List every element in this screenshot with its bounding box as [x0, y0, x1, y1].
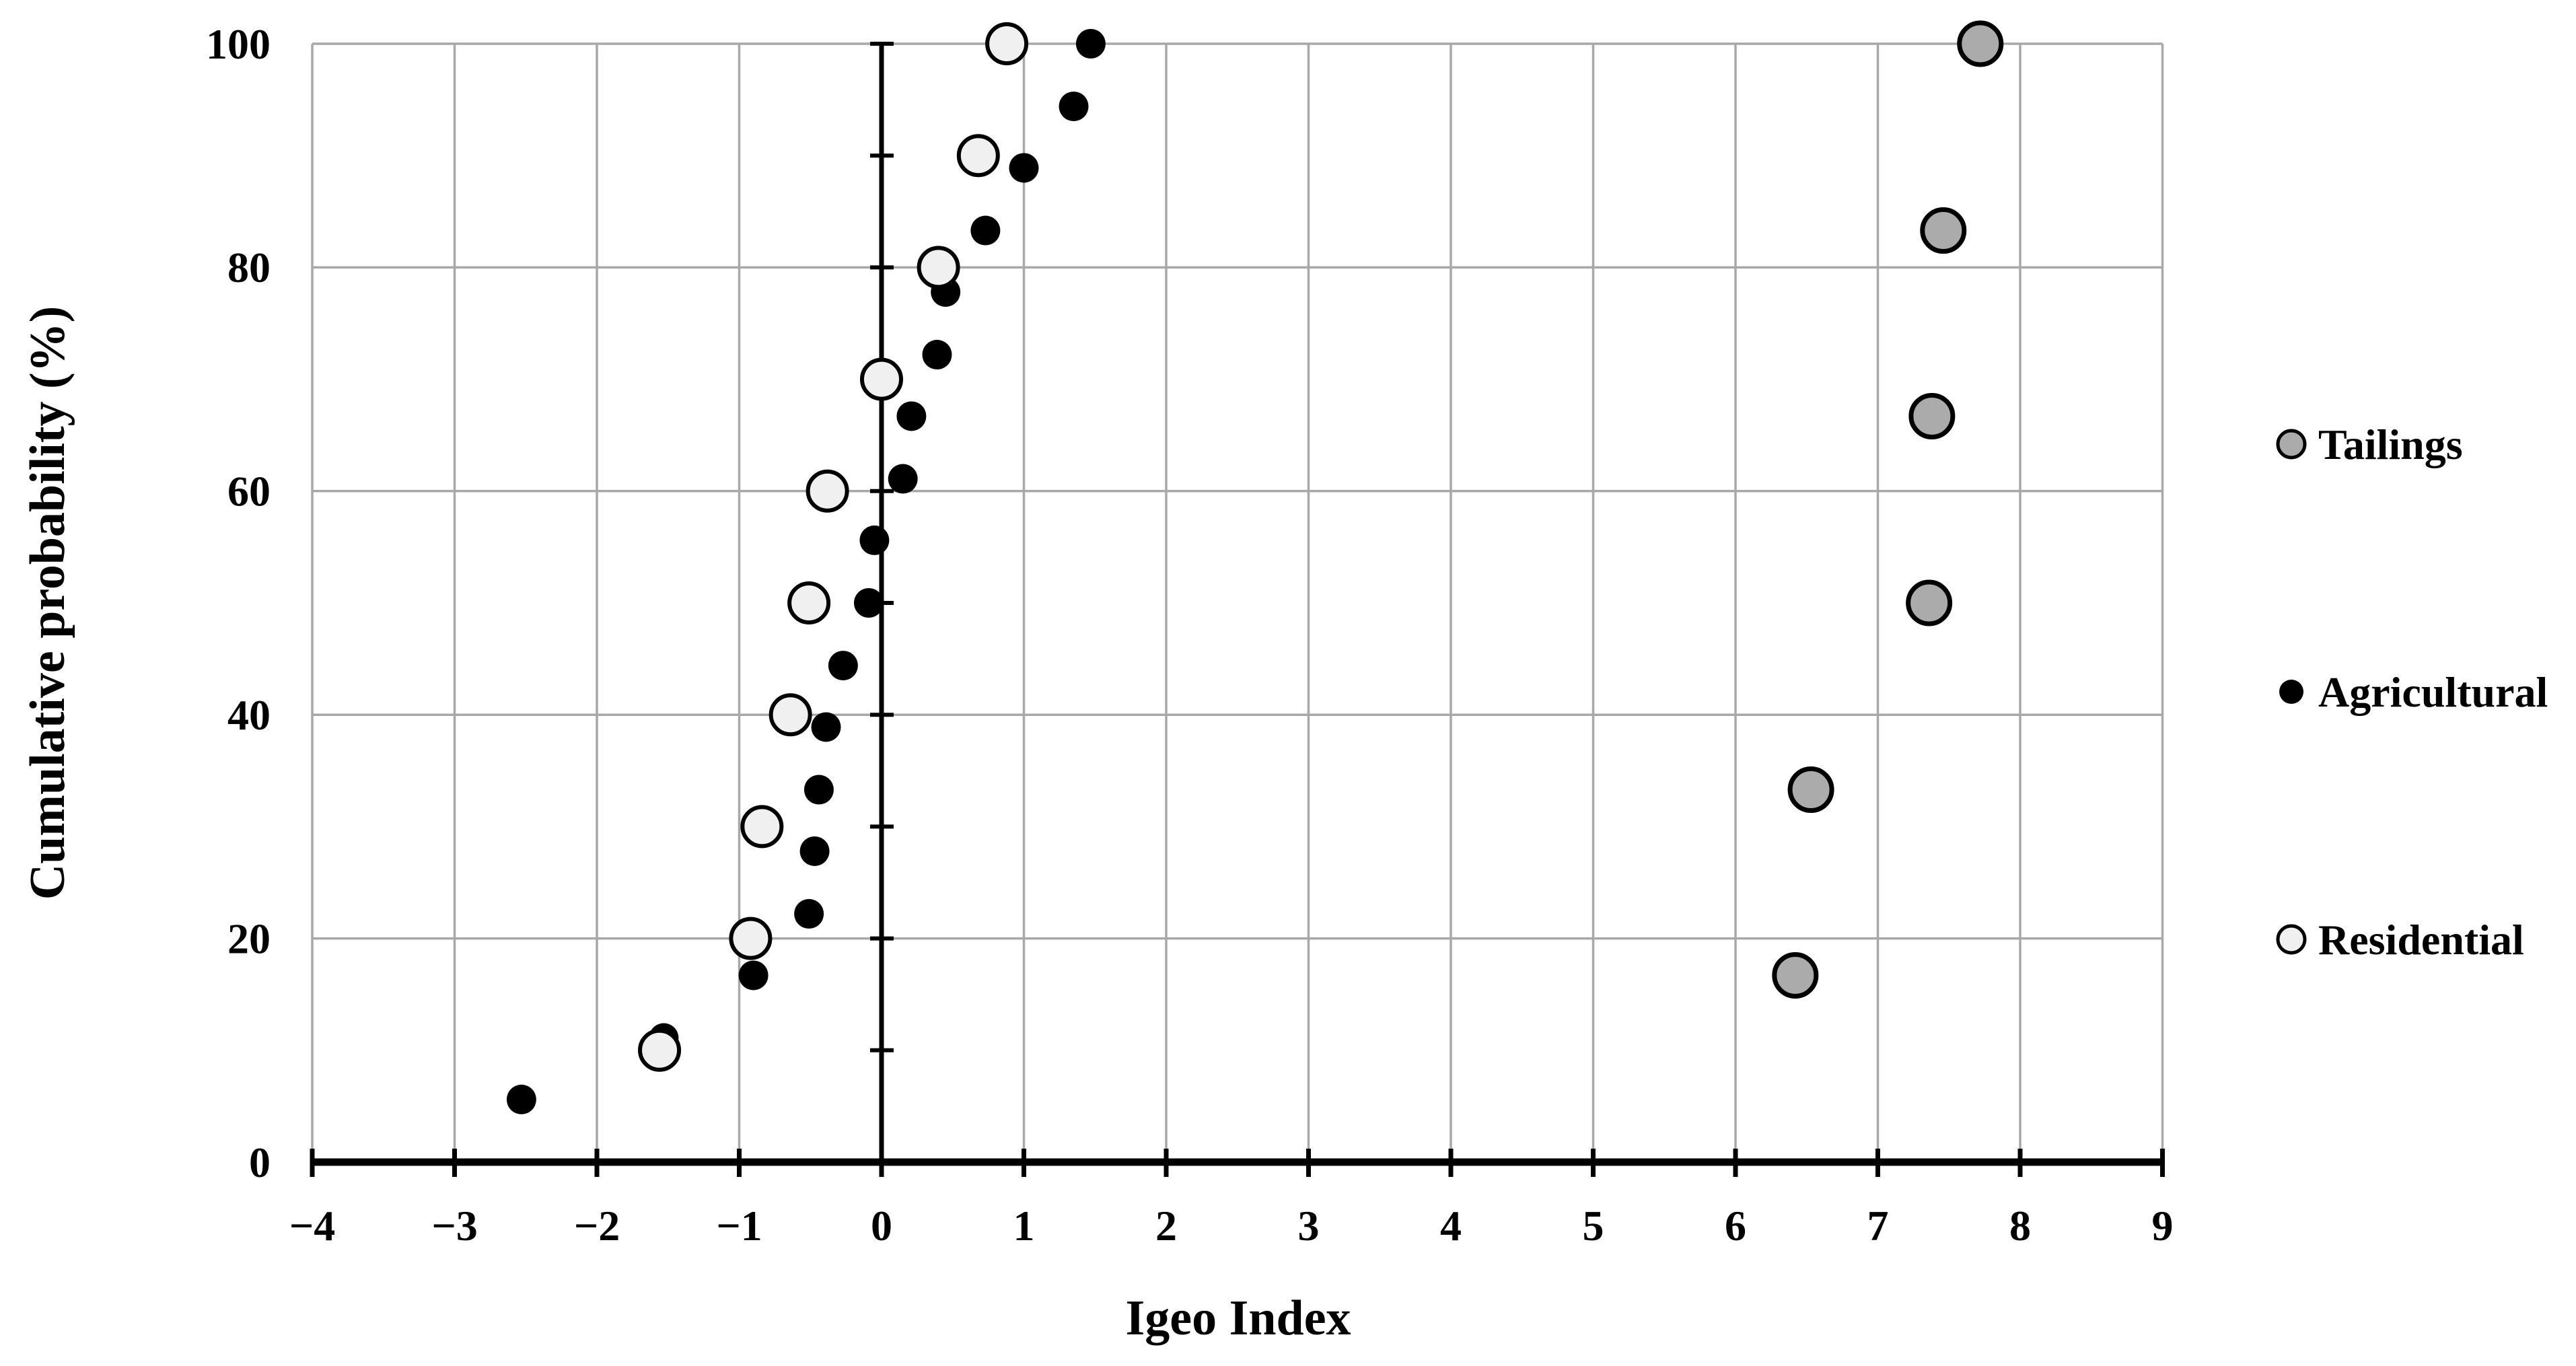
data-point-residential [729, 916, 773, 960]
tick-labels: 0 20 40 60 80 100 −4 −3 −2 −1 0 1 2 3 4 5 6 7 8 9 [206, 20, 2174, 1250]
data-point-residential [860, 357, 903, 401]
y-axis-title: Cumulative probability (%) [20, 306, 75, 900]
data-point-agricultural [970, 215, 1001, 246]
y-tick-label: 60 [227, 468, 271, 515]
data-point-agricultural [1059, 92, 1089, 122]
x-tick-label: 8 [2009, 1202, 2031, 1250]
data-point-tailings [1906, 579, 1953, 626]
data-point-residential [740, 805, 784, 849]
gridlines [311, 42, 2164, 1163]
data-point-tailings [1957, 20, 2004, 67]
legend: Tailings Agricultural Residential [2276, 421, 2548, 964]
data-point-agricultural [828, 651, 858, 681]
x-tick-label: 9 [2152, 1202, 2174, 1250]
data-point-tailings [1772, 951, 1819, 999]
data-point-residential [985, 22, 1029, 65]
data-points [506, 20, 2004, 1114]
data-point-agricultural [853, 588, 884, 618]
data-point-agricultural [1075, 29, 1106, 59]
x-axis-title: Igeo Index [1125, 1291, 1351, 1346]
x-tick-label: 6 [1725, 1202, 1746, 1250]
x-tick-label: −4 [289, 1202, 335, 1250]
data-point-agricultural [803, 775, 834, 805]
legend-marker-tailings [2276, 429, 2307, 460]
legend-label-residential: Residential [2318, 916, 2524, 964]
x-tick-label: 3 [1298, 1202, 1320, 1250]
y-tick-label: 0 [249, 1139, 271, 1186]
data-point-tailings [1787, 766, 1834, 814]
axes [310, 42, 2165, 1177]
data-point-residential [917, 246, 960, 289]
data-point-residential [787, 581, 831, 624]
data-point-tailings [1920, 207, 1967, 254]
x-tick-label: −1 [716, 1202, 762, 1250]
data-point-agricultural [506, 1084, 536, 1114]
data-point-residential [956, 134, 1000, 178]
data-point-agricultural [1009, 153, 1039, 183]
data-point-agricultural [794, 899, 824, 929]
data-point-agricultural [888, 464, 918, 494]
data-point-tailings [1908, 392, 1956, 439]
data-point-agricultural [799, 836, 830, 866]
x-tick-label: 7 [1867, 1202, 1889, 1250]
x-tick-label: 4 [1440, 1202, 1462, 1250]
x-tick-label: 0 [871, 1202, 892, 1250]
legend-marker-agricultural [2279, 680, 2303, 704]
x-tick-label: 5 [1583, 1202, 1604, 1250]
y-tick-label: 40 [227, 691, 271, 739]
data-point-agricultural [922, 340, 952, 370]
y-tick-label: 100 [206, 20, 271, 68]
data-point-agricultural [811, 712, 841, 742]
y-tick-label: 20 [227, 914, 271, 962]
data-point-residential [638, 1028, 682, 1072]
data-point-agricultural [859, 525, 890, 555]
x-tick-label: −2 [574, 1202, 620, 1250]
x-tick-label: 2 [1155, 1202, 1177, 1250]
legend-marker-residential [2276, 924, 2307, 955]
y-tick-label: 80 [227, 244, 271, 291]
data-point-agricultural [738, 960, 768, 991]
data-point-agricultural [896, 401, 927, 431]
x-tick-label: 1 [1013, 1202, 1035, 1250]
data-point-residential [806, 469, 849, 513]
legend-label-agricultural: Agricultural [2318, 668, 2548, 716]
x-tick-label: −3 [431, 1202, 477, 1250]
data-point-residential [768, 693, 812, 737]
legend-label-tailings: Tailings [2318, 421, 2463, 468]
